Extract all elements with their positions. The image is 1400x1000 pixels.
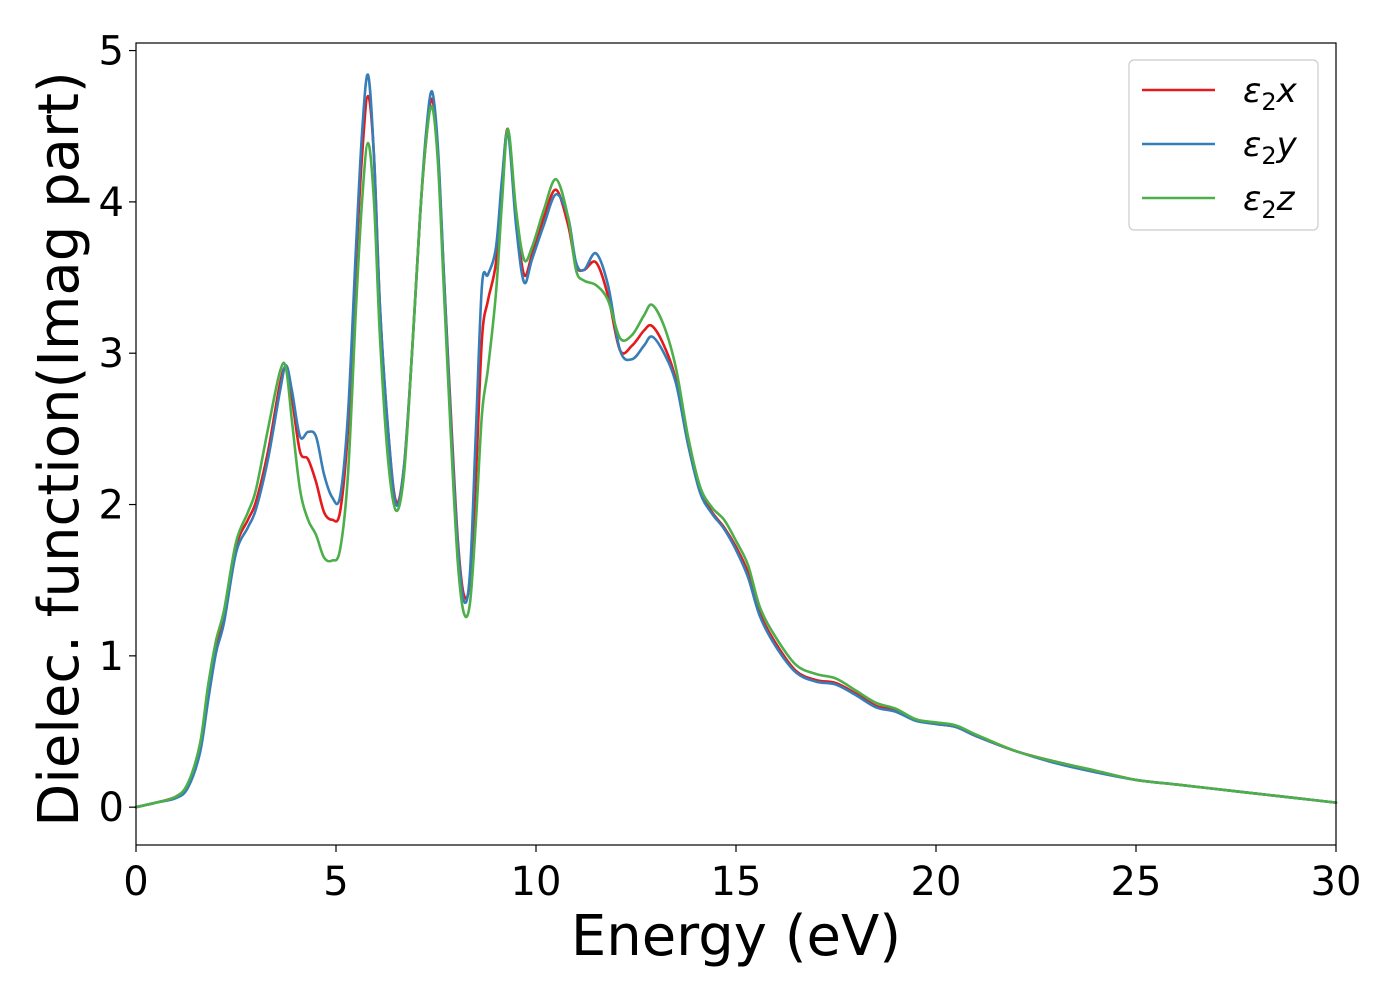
tick-layer: 0 5 10 15 20 25 30 0 1 2 3 4 5	[99, 29, 1362, 905]
legend-label-1: ε2x	[1243, 71, 1298, 116]
legend: ε2x ε2y ε2z	[1128, 59, 1319, 231]
series-line-2	[134, 73, 1338, 809]
y-tick-label: 0	[99, 785, 124, 831]
x-tick-label: 10	[511, 859, 562, 905]
x-tick-label: 5	[323, 859, 348, 905]
y-tick-label: 4	[99, 180, 124, 226]
x-tick-label: 15	[711, 859, 762, 905]
y-tick-label: 1	[99, 634, 124, 680]
x-tick-label: 25	[1111, 859, 1162, 905]
x-axis-title: Energy (eV)	[571, 904, 901, 969]
legend-box	[1128, 59, 1319, 231]
y-axis-title: Dielec. function(Imag part)	[27, 71, 92, 827]
x-tick-label: 30	[1311, 859, 1362, 905]
x-tick-label: 20	[911, 859, 962, 905]
legend-label-3: ε2z	[1243, 179, 1296, 224]
series-line-1	[134, 94, 1338, 809]
series-layer	[134, 73, 1338, 809]
x-tick-label: 0	[123, 859, 148, 905]
y-tick-label: 3	[99, 331, 124, 377]
y-tick-label: 5	[99, 29, 124, 75]
y-tick-label: 2	[99, 483, 124, 529]
series-line-3	[134, 104, 1338, 809]
legend-label-2: ε2y	[1243, 125, 1298, 170]
